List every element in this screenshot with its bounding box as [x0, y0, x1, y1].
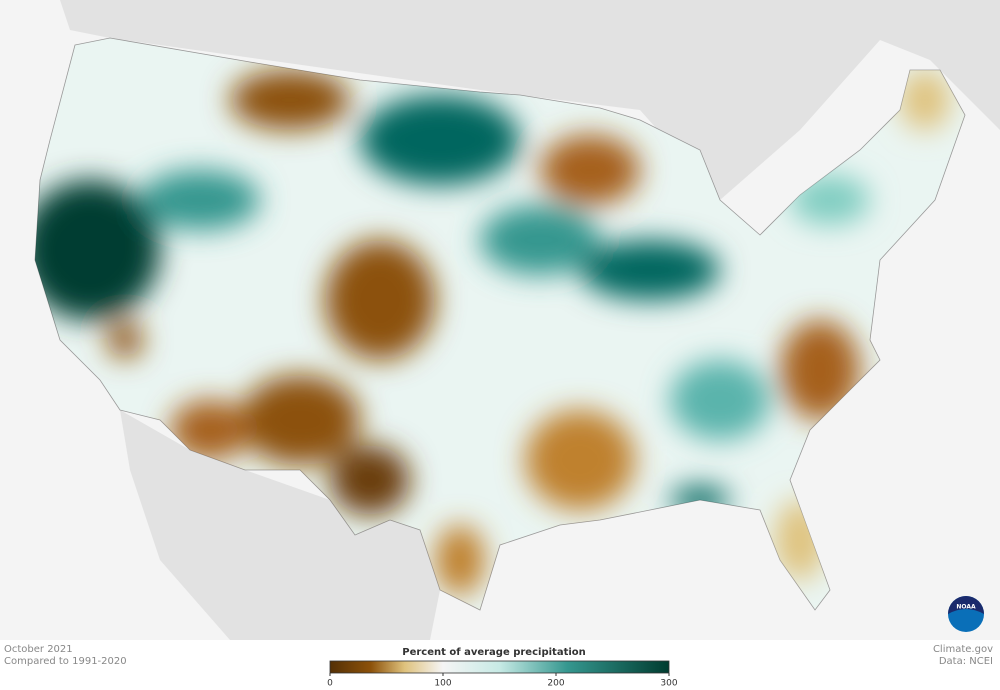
- caption-baseline: Compared to 1991-2020: [4, 656, 127, 667]
- credit-source: Data: NCEI: [939, 656, 993, 667]
- canada: [60, 0, 1000, 200]
- colorbar: [329, 660, 670, 674]
- tick-label: 300: [660, 679, 677, 689]
- logo-text: NOAA: [956, 604, 976, 611]
- tick-label: 0: [327, 679, 333, 689]
- caption-date: October 2021: [4, 644, 73, 655]
- credit-site: Climate.gov: [933, 644, 993, 655]
- colorbar-ticks: 0 100 200 300: [327, 673, 678, 689]
- mexico: [120, 410, 440, 640]
- tick-label: 200: [547, 679, 564, 689]
- legend-title: Percent of average precipitation: [402, 647, 586, 658]
- noaa-logo-top: [948, 596, 984, 614]
- precipitation-field: [35, 70, 950, 595]
- tick-label: 100: [434, 679, 451, 689]
